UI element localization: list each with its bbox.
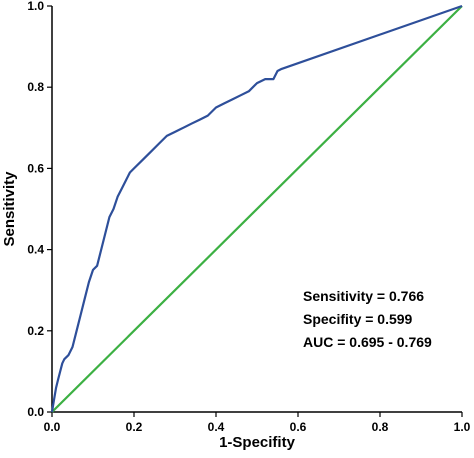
x-tick-label: 0.8 xyxy=(372,420,389,434)
y-tick-label: 0.0 xyxy=(27,405,44,419)
x-tick-label: 0.0 xyxy=(44,420,61,434)
x-tick-label: 0.6 xyxy=(290,420,307,434)
y-tick-label: 0.4 xyxy=(27,243,44,257)
y-tick-label: 0.6 xyxy=(27,161,44,175)
y-tick-label: 0.8 xyxy=(27,80,44,94)
y-ticks: 0.0 0.2 0.4 0.6 0.8 1.0 xyxy=(27,0,52,419)
y-tick-label: 0.2 xyxy=(27,324,44,338)
y-tick-label: 1.0 xyxy=(27,0,44,13)
x-ticks: 0.0 0.2 0.4 0.6 0.8 1.0 xyxy=(44,412,471,434)
x-tick-label: 0.2 xyxy=(126,420,143,434)
annotation-specifity: Specifity = 0.599 xyxy=(303,311,413,327)
annotation-block: Sensitivity = 0.766 Specifity = 0.599 AU… xyxy=(303,288,432,350)
x-tick-label: 0.4 xyxy=(208,420,225,434)
y-axis-title: Sensitivity xyxy=(1,171,18,247)
roc-curve-line xyxy=(50,4,463,413)
annotation-auc: AUC = 0.695 - 0.769 xyxy=(303,334,432,350)
x-tick-label: 1.0 xyxy=(454,420,471,434)
plot-area: 0.0 0.2 0.4 0.6 0.8 1.0 0.0 0.2 0.4 0.6 0.8 1.0 xyxy=(27,0,470,434)
series-layer xyxy=(50,4,463,413)
annotation-sensitivity: Sensitivity = 0.766 xyxy=(303,288,424,304)
reference-diagonal-line xyxy=(51,5,463,413)
x-axis-title: 1-Specifity xyxy=(219,434,296,451)
